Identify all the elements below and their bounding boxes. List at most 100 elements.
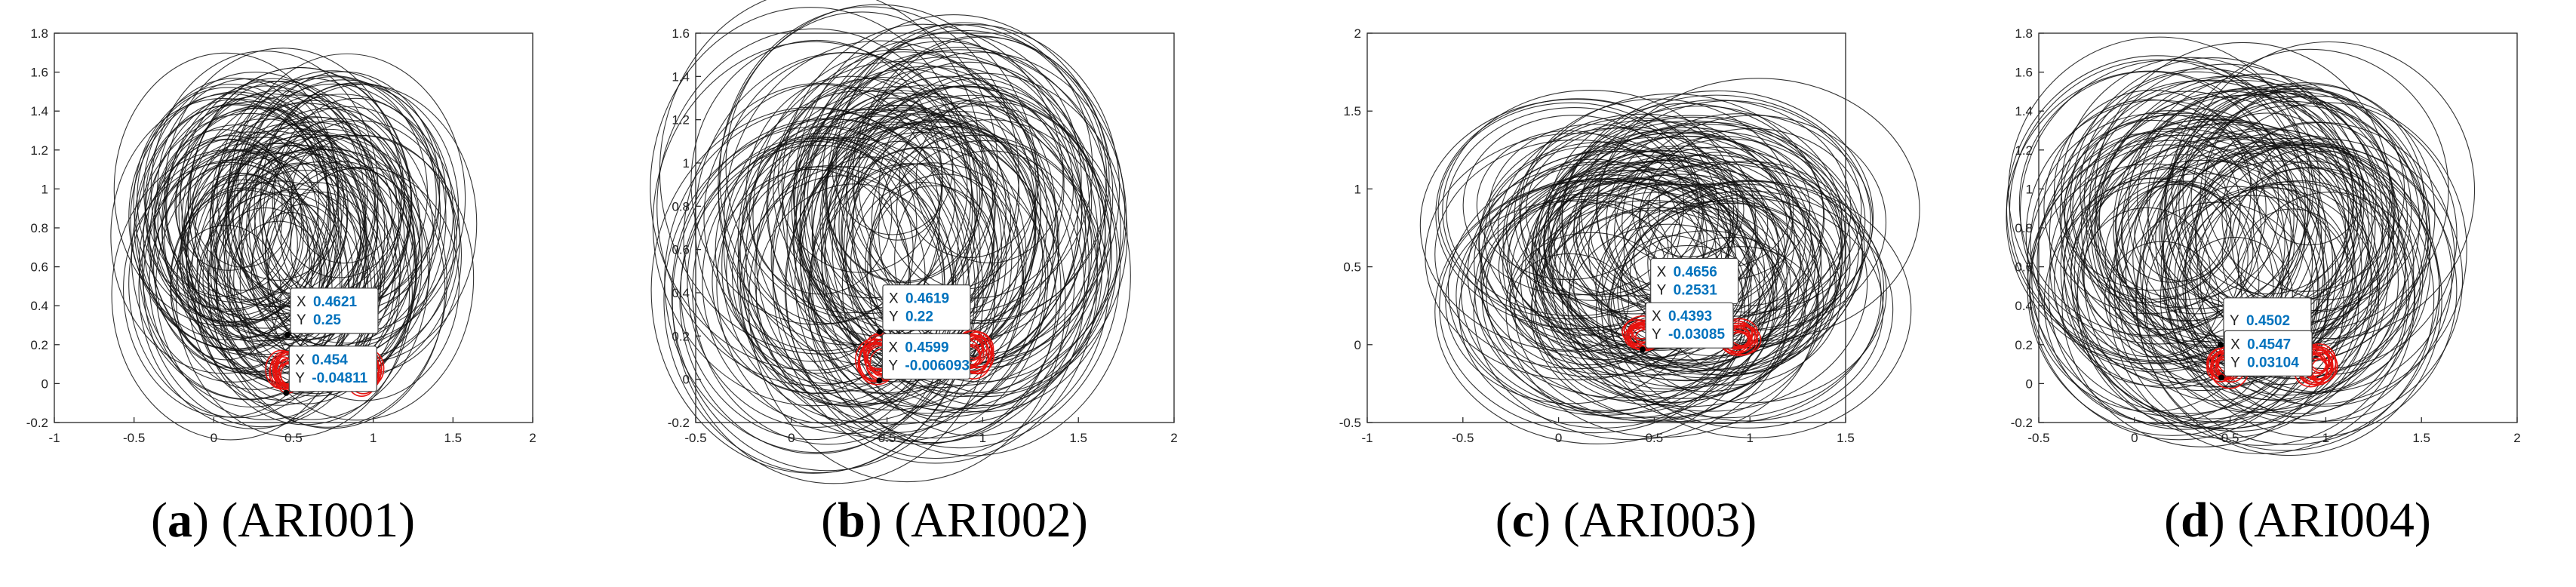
datatip-marker [1640, 346, 1646, 353]
datatip[interactable]: X 0.4599 Y -0.006093 [876, 333, 971, 384]
x-tick-label: -0.5 [1452, 431, 1474, 445]
black-circle [752, 48, 1048, 383]
black-circle [795, 121, 1075, 439]
y-tick-label: 1.2 [672, 113, 690, 128]
black-circle [138, 131, 358, 400]
y-tick-label: 0.6 [2015, 260, 2033, 275]
x-tick-label: -0.5 [2027, 431, 2049, 445]
datatip-key: X [1652, 309, 1661, 324]
black-circle [1550, 123, 1863, 379]
black-circle [832, 103, 1093, 398]
datatip[interactable]: X 0.4621 Y 0.25 [284, 287, 379, 338]
datatip[interactable]: X 0.4547 Y 0.03104 [2218, 330, 2313, 381]
x-tick-label: -1 [1361, 431, 1373, 445]
black-circle [715, 137, 914, 362]
datatip[interactable]: X 0.4656 Y 0.2531 [1644, 257, 1739, 309]
black-circle [2027, 140, 2319, 436]
black-circle [2199, 84, 2424, 313]
black-circle [1462, 115, 1685, 296]
black-circle [737, 60, 1060, 425]
black-circle [2008, 36, 2311, 345]
datatip-marker [876, 377, 883, 384]
x-tick-label: 0 [788, 431, 795, 445]
y-tick-label: 0.2 [672, 329, 690, 343]
datatip-value: 0.22 [905, 309, 933, 325]
subplot-ari002: -0.5 0 0.5 1 1.5 2 -0.2 0 0.2 0.4 0.6 0.8 1 1.2 1.4 1.6… [650, 0, 1178, 484]
datatip-key: Y [889, 309, 899, 325]
datatip-value: 0.4621 [313, 294, 358, 310]
y-tick-label: 0 [41, 376, 48, 391]
caption-label: (ARI004) [2237, 493, 2431, 548]
caption-b: (b) (ARI002) [821, 493, 1088, 548]
black-circle [1532, 132, 1822, 369]
black-circle [1419, 99, 1731, 352]
black-circle [841, 134, 1109, 437]
black-circle [770, 121, 1013, 395]
x-tick-label: 2 [1170, 431, 1177, 445]
black-circle [1481, 177, 1778, 419]
y-tick-label: 0 [1354, 338, 1361, 352]
y-tick-label: 1.5 [1343, 104, 1361, 118]
y-tick-label: 0.4 [672, 286, 690, 300]
black-circle [1439, 180, 1750, 434]
datatip-key: Y [888, 358, 898, 373]
y-tick-label: -0.2 [2011, 416, 2033, 430]
black-circle [800, 86, 1121, 449]
y-tick-label: 1.4 [2015, 104, 2033, 118]
datatip-key: Y [1652, 327, 1661, 343]
y-tick-label: 0.8 [2015, 221, 2033, 235]
x-tick-label: 0 [211, 431, 217, 445]
black-circle [175, 152, 410, 438]
black-circle [211, 118, 345, 281]
datatip-value: -0.03085 [1668, 327, 1725, 343]
black-circle [766, 76, 996, 337]
black-circle [2080, 71, 2313, 309]
black-circle [2132, 137, 2369, 377]
datatip-key: Y [1657, 283, 1667, 299]
datatip-value: 0.25 [313, 312, 341, 328]
black-circle [1595, 180, 1912, 438]
datatip-marker [2217, 341, 2224, 348]
datatip-value: 0.4656 [1674, 265, 1717, 281]
black-circle [144, 72, 366, 342]
caption-c: (c) (ARI003) [1495, 493, 1757, 548]
black-circle [724, 40, 1037, 394]
y-tick-label: 1.8 [30, 26, 48, 41]
black-circle [1531, 127, 1843, 382]
caption-d: (d) (ARI004) [2164, 493, 2431, 548]
y-tick-label: 0.4 [30, 299, 48, 313]
y-tick-label: 0.2 [2015, 338, 2033, 352]
x-tick-label: 0.5 [1646, 431, 1664, 445]
x-tick-label: 0.5 [878, 431, 896, 445]
datatip[interactable]: X 0.4393 Y -0.03085 [1640, 302, 1734, 353]
datatip-key: X [1657, 265, 1667, 281]
black-circle [1601, 190, 1894, 429]
black-circle [1638, 128, 1866, 313]
caption-a: (a) (ARI001) [150, 493, 416, 548]
black-circle [1505, 158, 1680, 301]
datatip-key: X [888, 340, 898, 355]
black-circle [664, 108, 970, 453]
black-circle [2135, 146, 2435, 451]
black-circle [2030, 112, 2286, 373]
black-circle [166, 81, 376, 337]
x-tick-label: 1 [2322, 431, 2329, 445]
black-circle [2081, 145, 2313, 381]
x-tick-label: 0 [1555, 431, 1562, 445]
datatip[interactable]: X 0.454 Y -0.04811 [283, 346, 377, 396]
y-tick-label: 1 [41, 182, 48, 196]
black-circle [1467, 149, 1774, 398]
black-circle [239, 134, 475, 421]
black-circle [736, 115, 1023, 439]
y-tick-label: 1.6 [2015, 66, 2033, 80]
axes-box [1366, 32, 1846, 423]
black-circle [2083, 207, 2211, 338]
y-tick-label: 0.4 [2015, 299, 2033, 313]
black-circle [793, 66, 1099, 410]
black-circle [1511, 170, 1766, 377]
black-circle [216, 149, 446, 429]
datatip[interactable]: X 0.4619 Y 0.22 [876, 284, 971, 335]
datatip-value: 0.03104 [2247, 355, 2299, 370]
black-circle [189, 81, 376, 308]
y-tick-label: 1.8 [2015, 26, 2033, 41]
